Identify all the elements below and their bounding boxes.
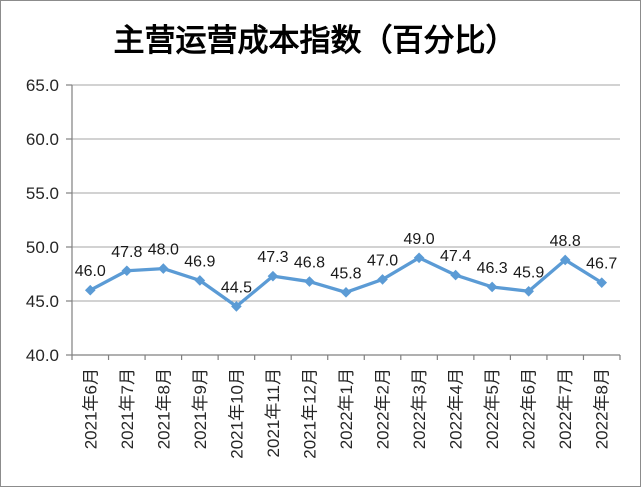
x-tick-label: 2022年2月	[374, 368, 393, 449]
data-point-label: 48.0	[148, 242, 179, 259]
data-point-label: 46.9	[184, 253, 215, 270]
data-point-label: 47.3	[257, 249, 288, 266]
data-point-label: 46.0	[75, 263, 106, 280]
data-point-markers	[84, 252, 608, 312]
data-point-marker	[413, 252, 425, 264]
y-tick-label: 55.0	[26, 184, 59, 203]
axes	[66, 84, 621, 360]
x-tick-label: 2022年7月	[556, 368, 575, 449]
y-tick-label: 40.0	[26, 346, 59, 365]
x-tick-label: 2021年6月	[81, 368, 100, 449]
gridlines	[72, 84, 620, 356]
x-tick-label: 2022年4月	[447, 368, 466, 449]
data-point-label: 44.5	[221, 279, 252, 296]
data-point-label: 48.8	[550, 233, 581, 250]
x-tick-label: 2022年5月	[483, 368, 502, 449]
chart-title: 主营运营成本指数（百分比）	[114, 23, 517, 58]
data-point-marker	[231, 301, 242, 312]
data-point-label: 47.4	[440, 248, 471, 265]
y-tick-label: 50.0	[26, 238, 59, 257]
data-point-marker	[121, 265, 133, 277]
data-point-label: 45.9	[513, 264, 544, 281]
x-tick-label: 2022年6月	[520, 368, 539, 449]
data-point-marker	[596, 277, 608, 288]
x-tick-label: 2021年8月	[154, 368, 173, 449]
data-point-marker	[304, 276, 315, 287]
x-axis-tick-labels: 2021年6月 2021年7月 2021年8月 2021年9月 2021年10月 2021…	[81, 368, 611, 459]
data-point-label: 46.7	[586, 256, 617, 273]
data-point-marker	[523, 285, 534, 297]
data-point-marker	[158, 263, 169, 274]
data-point-label: 46.8	[294, 255, 325, 272]
data-point-label: 46.3	[477, 260, 508, 277]
x-tick-label: 2022年3月	[410, 368, 429, 449]
x-tick-label: 2021年9月	[191, 368, 210, 449]
data-point-label: 47.0	[367, 252, 398, 269]
y-tick-label: 45.0	[26, 292, 59, 311]
x-tick-label: 2021年7月	[118, 368, 137, 449]
x-tick-label: 2022年1月	[337, 368, 356, 449]
data-point-marker	[559, 254, 571, 266]
data-point-marker	[486, 281, 498, 293]
data-point-labels: 46.0 47.8 48.0 46.9 44.5 47.3 46.8 45.8 47.0 49.0…	[75, 231, 618, 297]
x-tick-label: 2021年11月	[264, 368, 283, 457]
data-point-marker	[194, 275, 206, 286]
data-point-label: 49.0	[403, 231, 434, 248]
data-point-marker	[340, 287, 352, 298]
x-tick-label: 2021年10月	[227, 368, 246, 459]
y-tick-label: 60.0	[26, 130, 59, 149]
data-point-marker	[84, 284, 96, 296]
data-point-label: 47.8	[111, 244, 142, 261]
data-point-marker	[377, 274, 388, 285]
x-tick-label: 2022年8月	[593, 368, 612, 449]
data-point-label: 45.8	[330, 265, 361, 282]
y-axis-tick-labels: 40.0 45.0 50.0 55.0 60.0 65.0	[26, 76, 59, 365]
data-point-marker	[267, 270, 279, 282]
x-tick-label: 2021年12月	[300, 368, 319, 459]
y-tick-label: 65.0	[26, 76, 59, 95]
data-point-marker	[450, 269, 461, 281]
